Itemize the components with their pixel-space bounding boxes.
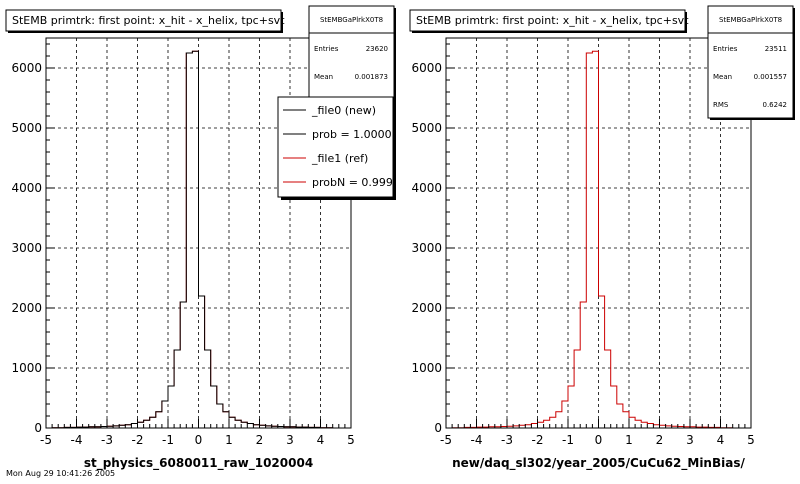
y-tick-label: 5000 (411, 121, 442, 135)
y-tick-label: 6000 (411, 61, 442, 75)
x-tick-label: -2 (132, 433, 144, 447)
stats-row-label: Entries (314, 45, 339, 53)
series-file0-new-line (46, 50, 351, 429)
stats-box (707, 5, 794, 119)
legend-entry-label: _file0 (new) (311, 104, 376, 117)
x-tick-label: 4 (717, 433, 725, 447)
y-tick-label: 1000 (11, 361, 42, 375)
histogram-panel-right: -5 -4 -3 -2 -1 0 1 2 3 4 5 0 1000 2000 3000 4000 5000 600… (409, 5, 795, 471)
y-tick-label: 3000 (11, 241, 42, 255)
stats-row-value: 0.001873 (355, 73, 388, 81)
footer-timestamp: Mon Aug 29 10:41:26 2005 (6, 469, 115, 478)
y-tick-label: 4000 (411, 181, 442, 195)
x-tick-label: 5 (347, 433, 355, 447)
y-tick-label: 2000 (411, 301, 442, 315)
stats-row-label: RMS (713, 101, 729, 109)
y-tick-label: 6000 (11, 61, 42, 75)
legend-entry-label: prob = 1.000000 (312, 128, 406, 141)
y-tick-label: 5000 (11, 121, 42, 135)
stats-row-label: Mean (314, 73, 333, 81)
x-tick-label: 4 (317, 433, 325, 447)
stats-box-title: StEMBGaPlrkX0T8 (719, 16, 782, 24)
x-tick-label: -1 (162, 433, 174, 447)
x-tick-label: -3 (101, 433, 113, 447)
legend-box (277, 96, 394, 198)
series-histogram-line (446, 50, 751, 429)
x-tick-label: -2 (532, 433, 544, 447)
stats-row-value: 0.6242 (763, 101, 788, 109)
y-tick-label: 3000 (411, 241, 442, 255)
x-tick-label: 5 (747, 433, 755, 447)
x-tick-label: -4 (471, 433, 483, 447)
stats-row-value: 23620 (366, 45, 388, 53)
y-tick-label: 0 (34, 421, 42, 435)
x-tick-label: 1 (625, 433, 633, 447)
stats-row-value: 23511 (765, 45, 787, 53)
y-tick-label: 0 (434, 421, 442, 435)
histogram-panel-left: -5 -4 -3 -2 -1 0 1 2 3 4 5 0 1000 2000 3000 4000 5000 600… (5, 5, 414, 471)
x-tick-label: 3 (686, 433, 694, 447)
y-tick-label: 2000 (11, 301, 42, 315)
x-tick-label: -4 (71, 433, 83, 447)
x-axis-label: st_physics_6080011_raw_1020004 (84, 456, 313, 471)
x-tick-label: -1 (562, 433, 574, 447)
x-tick-label: -5 (40, 433, 52, 447)
x-tick-label: 2 (256, 433, 264, 447)
x-tick-label: 3 (286, 433, 294, 447)
legend-entry-label: _file1 (ref) (311, 152, 368, 165)
x-tick-label: 1 (225, 433, 233, 447)
x-axis-label: new/daq_sl302/year_2005/CuCu62_MinBias/ (452, 456, 745, 471)
y-tick-label: 1000 (411, 361, 442, 375)
stats-box-title: StEMBGaPlrkX0T8 (320, 16, 383, 24)
y-tick-label: 4000 (11, 181, 42, 195)
x-tick-label: -3 (501, 433, 513, 447)
x-tick-label: 0 (595, 433, 603, 447)
legend-entry-label: probN = 0.999448 (312, 176, 414, 189)
stats-row-label: Entries (713, 45, 738, 53)
legend-entries: _file0 (new) prob = 1.000000 _file1 (ref) p… (283, 104, 414, 189)
chart-title: StEMB primtrk: first point: x_hit - x_he… (416, 14, 689, 27)
x-tick-label: -5 (440, 433, 452, 447)
title-box (409, 9, 686, 32)
x-tick-label: 0 (195, 433, 203, 447)
stats-box (308, 5, 395, 103)
stats-row-label: Mean (713, 73, 732, 81)
chart-title: StEMB primtrk: first point: x_hit - x_he… (12, 14, 285, 27)
x-tick-label: 2 (656, 433, 664, 447)
title-box (5, 9, 282, 32)
stats-row-value: 0.001557 (754, 73, 787, 81)
